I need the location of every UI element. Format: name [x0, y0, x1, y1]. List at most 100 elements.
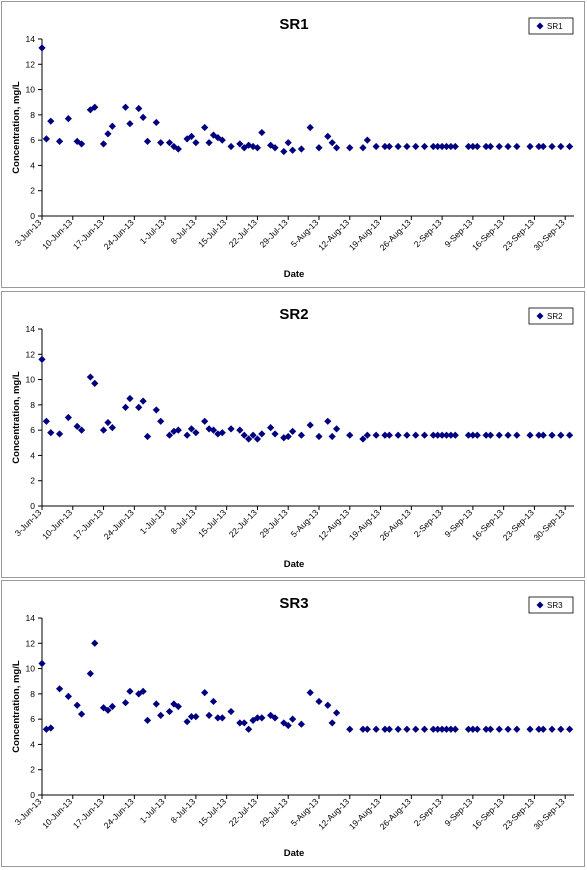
data-point — [324, 701, 332, 709]
data-point — [486, 725, 495, 733]
y-tick-label: 6 — [30, 714, 35, 724]
data-point — [363, 431, 371, 439]
data-point — [473, 142, 481, 151]
data-point — [513, 142, 521, 151]
data-point — [165, 707, 174, 716]
data-point — [227, 425, 235, 433]
data-point — [535, 725, 543, 733]
x-tick-label: 26-Aug-13 — [378, 507, 413, 542]
data-point — [108, 122, 116, 130]
x-tick-label: 29-Jul-13 — [257, 507, 289, 539]
data-point — [469, 431, 477, 439]
chart-svg-sr1: SR1 0 2 4 6 8 10 12 14 3-Jun-1310-Jun-1317-Jun-13… — [11, 16, 574, 280]
data-point — [77, 140, 86, 148]
data-point — [438, 431, 446, 439]
data-point — [240, 431, 248, 439]
y-tick-label: 2 — [30, 186, 35, 196]
data-point — [451, 725, 459, 733]
data-point — [315, 144, 323, 152]
data-point — [429, 725, 437, 733]
data-point — [482, 142, 490, 151]
x-tick-label: 8-Jul-13 — [169, 217, 198, 246]
legend-label: SR2 — [547, 312, 563, 321]
data-point — [447, 431, 455, 439]
data-point — [152, 118, 160, 127]
data-point — [394, 142, 402, 151]
data-point — [504, 725, 512, 733]
x-tick-label: 3-Jun-13 — [13, 796, 44, 827]
data-point — [548, 431, 556, 439]
data-point — [513, 431, 521, 439]
data-point — [236, 719, 244, 727]
data-point — [284, 139, 292, 147]
data-point — [526, 142, 534, 151]
data-point — [420, 431, 429, 439]
data-point — [126, 687, 134, 695]
data-point — [526, 725, 534, 733]
data-point — [394, 725, 402, 733]
data-point — [328, 139, 336, 147]
data-point — [99, 140, 108, 148]
x-tick-label: 17-Jun-13 — [71, 796, 105, 830]
x-tick-label: 8-Jul-13 — [169, 796, 198, 825]
data-point — [253, 144, 262, 152]
data-point — [566, 725, 574, 733]
data-point — [324, 132, 332, 140]
data-point — [469, 725, 477, 733]
data-point — [486, 431, 495, 439]
x-tick-label: 26-Aug-13 — [378, 217, 413, 252]
data-point — [306, 421, 314, 429]
x-tick-label: 1-Jul-13 — [138, 796, 167, 825]
data-point — [126, 394, 134, 403]
y-axis-title: Concentration, mg/L — [11, 81, 22, 174]
data-point — [121, 403, 130, 411]
x-tick-label: 10-Jun-13 — [40, 507, 74, 541]
x-tick-label: 1-Jul-13 — [138, 507, 167, 536]
x-tick-label: 19-Aug-13 — [347, 796, 382, 831]
y-tick-label: 4 — [30, 160, 35, 170]
data-point — [64, 115, 72, 123]
data-point — [442, 142, 451, 151]
data-point — [412, 142, 420, 151]
x-tick-label: 23-Sep-13 — [501, 796, 536, 831]
x-tick-label: 19-Aug-13 — [347, 507, 382, 542]
x-axis-title: Date — [284, 269, 305, 280]
data-point — [47, 117, 55, 125]
data-point — [328, 719, 336, 727]
data-point — [99, 426, 108, 434]
data-point — [236, 426, 244, 434]
chart-title: SR2 — [279, 306, 308, 323]
data-point — [394, 431, 402, 439]
y-tick-label: 0 — [30, 501, 35, 511]
x-tick-label: 24-Jun-13 — [102, 217, 136, 251]
legend-marker — [536, 22, 544, 30]
data-point — [539, 142, 547, 151]
chart-panel-sr2: SR2 0 2 4 6 8 10 12 14 3-Jun-13 10-Jun-13 17-Jun-13… — [1, 291, 585, 578]
y-tick-label: 10 — [26, 375, 36, 385]
data-point — [249, 431, 257, 439]
data-point — [346, 725, 354, 733]
data-point — [539, 431, 547, 439]
data-point — [535, 142, 543, 151]
data-point — [306, 123, 314, 132]
x-tick-label: 24-Jun-13 — [102, 507, 136, 541]
data-point — [346, 431, 354, 439]
data-point — [218, 714, 226, 722]
data-point — [86, 670, 94, 678]
data-point — [143, 137, 152, 146]
data-point — [214, 430, 222, 438]
x-tick-label: 26-Aug-13 — [378, 796, 413, 831]
data-point — [557, 142, 565, 151]
data-point — [464, 431, 473, 439]
data-point — [258, 714, 266, 722]
data-point — [152, 406, 160, 414]
data-point — [55, 137, 64, 146]
data-point — [513, 725, 521, 733]
data-point — [381, 431, 389, 439]
data-point — [152, 700, 160, 708]
chart-svg-sr3: SR3 0 2 4 6 8 10 12 14 3-Jun-1310-Jun-1317-Jun-13… — [11, 595, 574, 859]
data-point — [434, 431, 442, 439]
data-point — [451, 142, 459, 151]
data-point — [73, 422, 81, 430]
data-point — [332, 425, 341, 433]
